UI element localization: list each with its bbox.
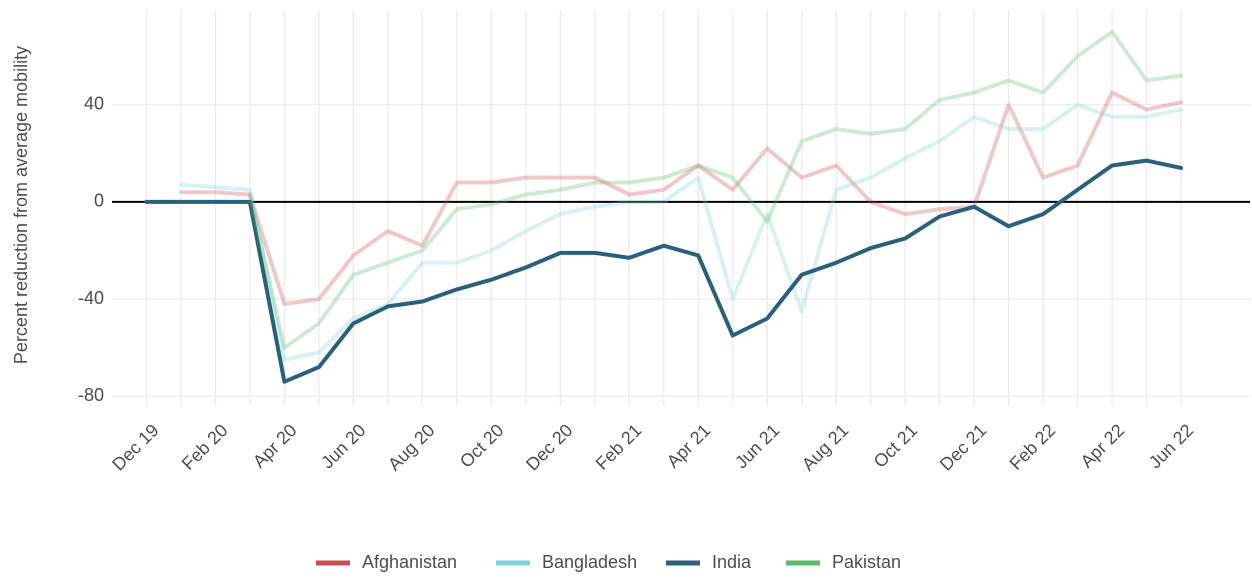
- x-tick-label: Aug 20: [384, 420, 438, 474]
- x-tick-label: Oct 20: [456, 420, 508, 472]
- legend-label: India: [712, 552, 752, 572]
- series-line: [179, 102, 1183, 362]
- x-tick-label: Feb 22: [1006, 420, 1060, 474]
- x-tick-label: Jun 22: [1145, 420, 1197, 472]
- x-tick-label: Aug 21: [798, 420, 852, 474]
- y-tick-label: -80: [78, 385, 104, 405]
- x-tick-label: Feb 20: [178, 420, 232, 474]
- x-tick-label: Apr 20: [249, 420, 301, 472]
- x-tick-label: Jun 21: [731, 420, 783, 472]
- legend-label: Pakistan: [832, 552, 901, 572]
- legend-label: Bangladesh: [542, 552, 637, 572]
- series-line: [247, 29, 1183, 350]
- series-line: [144, 158, 1183, 384]
- x-tick-label: Oct 21: [870, 420, 922, 472]
- y-tick-label: 0: [94, 191, 104, 211]
- x-tick-label: Dec 19: [108, 420, 162, 474]
- x-tick-label: Jun 20: [317, 420, 369, 472]
- x-tick-label: Dec 20: [522, 420, 576, 474]
- x-tick-label: Apr 22: [1077, 420, 1129, 472]
- x-tick-label: Feb 21: [592, 420, 646, 474]
- y-axis-label: Percent reduction from average mobility: [11, 46, 31, 364]
- series-line: [179, 90, 1183, 306]
- legend-label: Afghanistan: [362, 552, 457, 572]
- x-tick-label: Apr 21: [663, 420, 715, 472]
- y-tick-label: -40: [78, 288, 104, 308]
- legend: Afghanistan Bangladesh India Pakistan: [316, 552, 901, 572]
- x-tick-label: Dec 21: [936, 420, 990, 474]
- y-tick-label: 40: [84, 93, 104, 113]
